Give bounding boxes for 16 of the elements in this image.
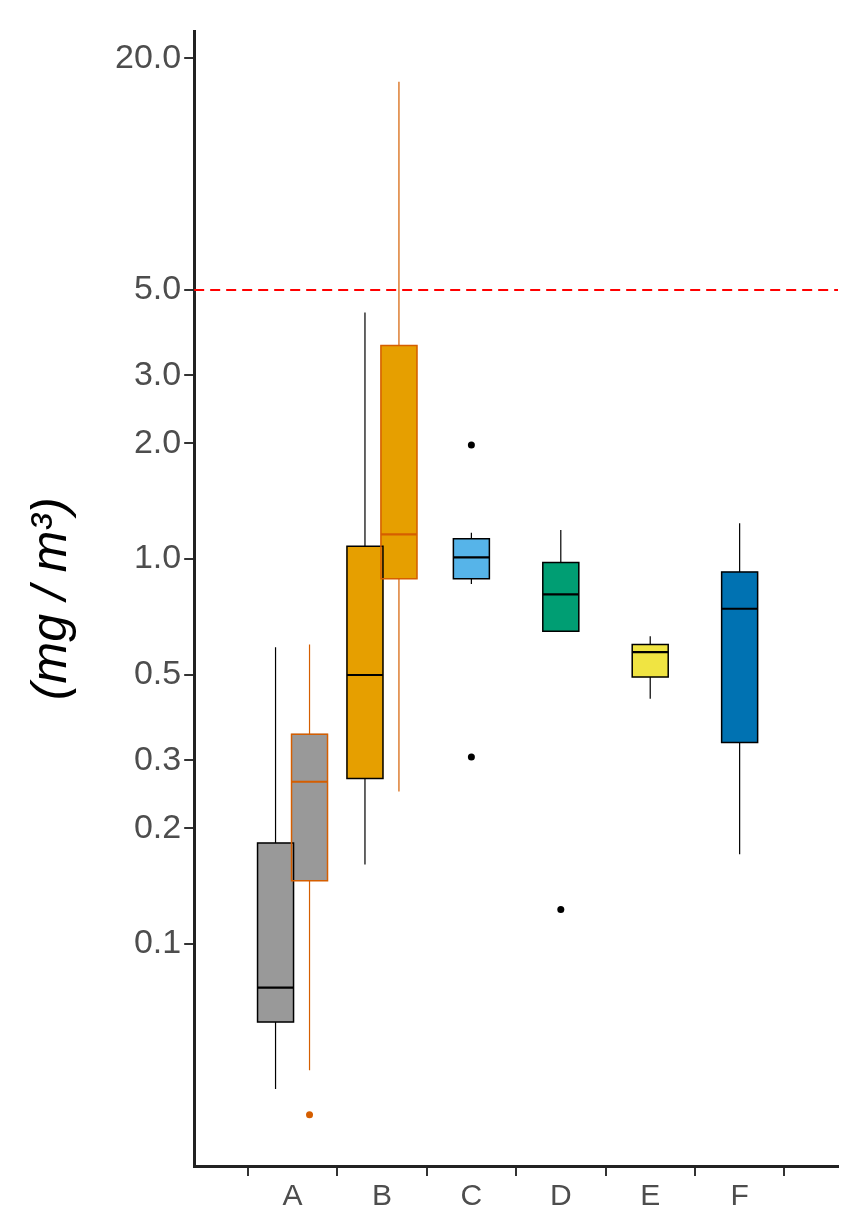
y-axis-title: (mg / m³) bbox=[20, 497, 77, 701]
y-tick-label: 5.0 bbox=[133, 268, 182, 307]
y-tick-label: 20.0 bbox=[114, 36, 182, 75]
x-tick-label: D bbox=[549, 1178, 572, 1212]
x-tick-label: B bbox=[371, 1178, 392, 1212]
y-tick-label: 1.0 bbox=[133, 537, 182, 576]
y-tick-label: 3.0 bbox=[133, 353, 182, 392]
x-tick-label: C bbox=[460, 1178, 483, 1212]
y-tick-label: 0.2 bbox=[133, 806, 182, 845]
x-tick-label: E bbox=[640, 1178, 661, 1212]
y-tick-label: 2.0 bbox=[133, 421, 182, 460]
x-tick-label: A bbox=[282, 1178, 303, 1212]
y-tick-label: 0.5 bbox=[133, 653, 182, 692]
x-tick-label: F bbox=[730, 1178, 749, 1212]
y-tick-label: 0.1 bbox=[133, 922, 182, 961]
y-tick-label: 0.3 bbox=[133, 738, 182, 777]
